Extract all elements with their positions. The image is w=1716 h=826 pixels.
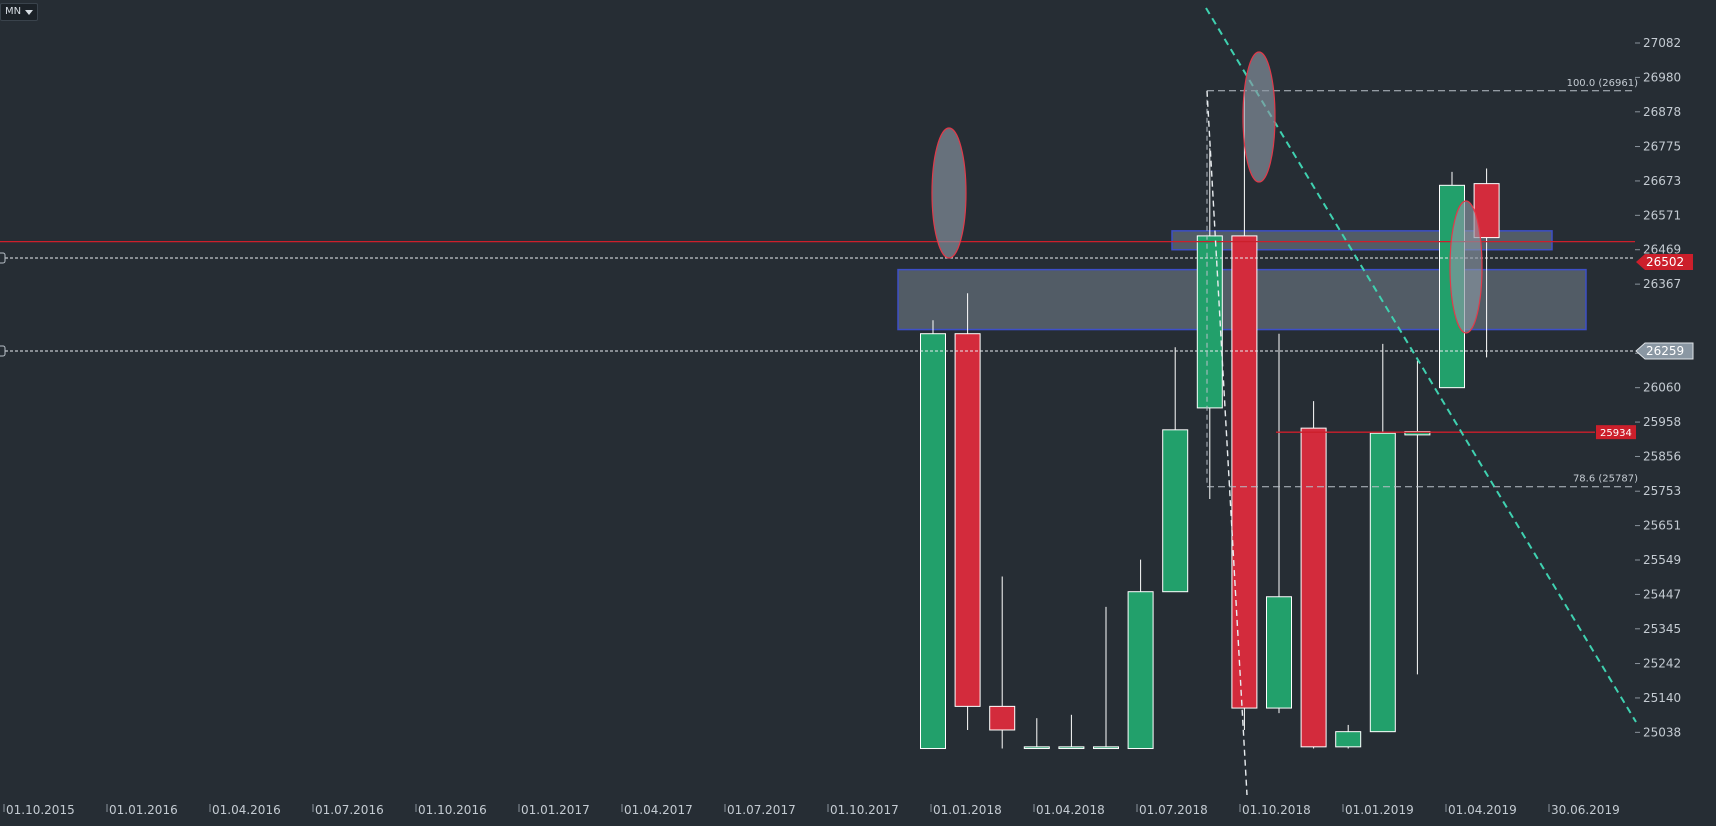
candle-body xyxy=(1162,429,1189,593)
x-tick-label: 01.07.2017 xyxy=(727,803,796,817)
candle xyxy=(1231,89,1258,730)
x-tick-label: 01.01.2016 xyxy=(109,803,178,817)
candle xyxy=(1127,559,1154,750)
candle xyxy=(1023,718,1050,750)
timeframe-label: MN xyxy=(5,6,22,17)
candle xyxy=(1058,714,1085,750)
y-tick-label: 25651 xyxy=(1643,519,1681,533)
fib-diagonal xyxy=(1206,90,1248,796)
candle-body xyxy=(920,333,946,750)
y-tick-label: 26980 xyxy=(1643,70,1681,84)
candle-body xyxy=(954,333,981,707)
x-tick-label: 01.07.2018 xyxy=(1139,803,1208,817)
y-tick-label: 25140 xyxy=(1643,691,1681,705)
y-tick-label: 25038 xyxy=(1643,725,1681,739)
price-tag: 26259 xyxy=(1635,342,1694,360)
timeframe-selector[interactable]: MN xyxy=(0,3,39,21)
price-tag-label: 26502 xyxy=(1646,255,1684,269)
candle xyxy=(1162,347,1189,593)
highlight-ellipse xyxy=(931,127,967,259)
chevron-down-icon xyxy=(25,9,34,15)
candle-body xyxy=(1404,431,1431,436)
price-tag: 25934 xyxy=(1596,425,1636,440)
x-tick-label: 01.04.2018 xyxy=(1036,803,1105,817)
fib-label: 78.6 (25787) xyxy=(1573,474,1638,485)
candle-body xyxy=(989,705,1016,731)
y-tick-label: 25958 xyxy=(1643,415,1681,429)
highlight-ellipse xyxy=(1242,51,1276,183)
x-tick-label: 30.06.2019 xyxy=(1551,803,1620,817)
fib-label: 100.0 (26961) xyxy=(1567,78,1639,89)
candle-body xyxy=(1127,591,1154,750)
candle-body xyxy=(1266,596,1292,709)
highlight-ellipse xyxy=(1449,200,1483,334)
y-tick-label: 25856 xyxy=(1643,449,1681,463)
x-tick-label: 01.07.2016 xyxy=(315,803,384,817)
candle-body xyxy=(1196,235,1223,409)
level-handle xyxy=(0,345,6,357)
x-tick-label: 01.04.2017 xyxy=(624,803,693,817)
candle-body xyxy=(1300,427,1327,748)
candle xyxy=(920,320,946,750)
candle xyxy=(1093,606,1119,750)
candle xyxy=(954,293,981,730)
y-tick-label: 25753 xyxy=(1643,484,1681,498)
x-tick-label: 01.10.2017 xyxy=(830,803,899,817)
y-tick-label: 26878 xyxy=(1643,105,1681,119)
x-tick-label: 01.10.2018 xyxy=(1242,803,1311,817)
price-tag: 26502 xyxy=(1636,254,1693,270)
trendline xyxy=(1205,7,1637,723)
y-tick-label: 26571 xyxy=(1643,208,1681,222)
level-handle xyxy=(0,252,6,264)
plot-area xyxy=(0,7,1637,796)
y-tick-label: 26469 xyxy=(1643,243,1681,257)
candle xyxy=(1266,333,1292,714)
y-tick-label: 26775 xyxy=(1643,140,1681,154)
candle-body xyxy=(1058,746,1085,750)
price-tag-bg xyxy=(1636,254,1693,270)
price-tag-bg xyxy=(1596,425,1636,440)
candle-body xyxy=(1093,746,1119,750)
candle xyxy=(989,576,1016,749)
y-tick-label: 27082 xyxy=(1643,36,1681,50)
y-tick-label: 26367 xyxy=(1643,277,1681,291)
y-tick-label: 26060 xyxy=(1643,381,1681,395)
price-tag-label: 26259 xyxy=(1646,344,1684,358)
candle xyxy=(1369,343,1396,733)
x-tick-label: 01.10.2016 xyxy=(418,803,487,817)
candle-body xyxy=(1335,731,1362,748)
y-tick-label: 26673 xyxy=(1643,174,1681,188)
candle xyxy=(1404,360,1431,675)
x-tick-label: 01.01.2019 xyxy=(1345,803,1414,817)
candle-body xyxy=(1023,746,1050,750)
candle xyxy=(1196,148,1223,499)
candle-body xyxy=(1231,235,1258,709)
candle xyxy=(1335,724,1362,749)
y-tick-label: 25242 xyxy=(1643,657,1681,671)
candle-body xyxy=(1369,432,1396,733)
price-tag-bg xyxy=(1635,342,1694,360)
candle xyxy=(1300,401,1327,749)
x-tick-label: 01.01.2018 xyxy=(933,803,1002,817)
price-tag-label: 25934 xyxy=(1600,428,1632,439)
y-tick-label: 25345 xyxy=(1643,622,1681,636)
x-tick-label: 01.10.2015 xyxy=(6,803,75,817)
y-tick-label: 25549 xyxy=(1643,553,1681,567)
x-tick-label: 01.04.2019 xyxy=(1448,803,1517,817)
x-tick-label: 01.04.2016 xyxy=(212,803,281,817)
y-tick-label: 25447 xyxy=(1643,587,1681,601)
x-tick-label: 01.01.2017 xyxy=(521,803,590,817)
